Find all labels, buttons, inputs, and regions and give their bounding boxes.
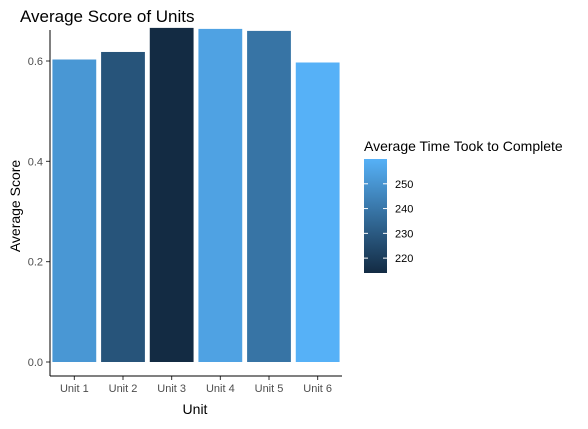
- x-axis-title: Unit: [183, 401, 208, 417]
- legend-title: Average Time Took to Complete: [364, 138, 563, 154]
- color-legend: Average Time Took to Complete 220 230 240 2…: [364, 138, 563, 273]
- y-axis-title: Average Score: [7, 160, 23, 253]
- bar-4: [198, 28, 243, 362]
- y-tick-label: 0.4: [28, 156, 43, 168]
- x-tick-label: Unit 1: [60, 383, 89, 395]
- legend-tick-label: 220: [395, 253, 413, 265]
- x-tick-label: Unit 2: [109, 383, 138, 395]
- x-tick-label: Unit 5: [255, 383, 284, 395]
- bar-2: [101, 51, 145, 362]
- bar-1: [52, 59, 97, 362]
- legend-tick-label: 240: [395, 204, 413, 216]
- x-tick-label: Unit 3: [157, 383, 186, 395]
- x-tick-label: Unit 4: [206, 383, 235, 395]
- legend-tick-label: 250: [395, 179, 413, 191]
- bar-5: [247, 30, 291, 363]
- legend-colorbar: [364, 159, 387, 273]
- plot-area: Unit 1 Unit 2 Unit 3 Unit 4 Unit 5 Unit 6 0.0 0…: [28, 27, 342, 395]
- y-tick-label: 0.2: [28, 257, 43, 269]
- bar-6: [295, 62, 340, 362]
- y-tick-label: 0.0: [28, 357, 43, 369]
- x-tick-label: Unit 6: [303, 383, 332, 395]
- legend-tick-label: 230: [395, 228, 413, 240]
- y-tick-label: 0.6: [28, 56, 43, 68]
- bar-3: [149, 27, 194, 362]
- chart-title: Average Score of Units: [20, 7, 195, 26]
